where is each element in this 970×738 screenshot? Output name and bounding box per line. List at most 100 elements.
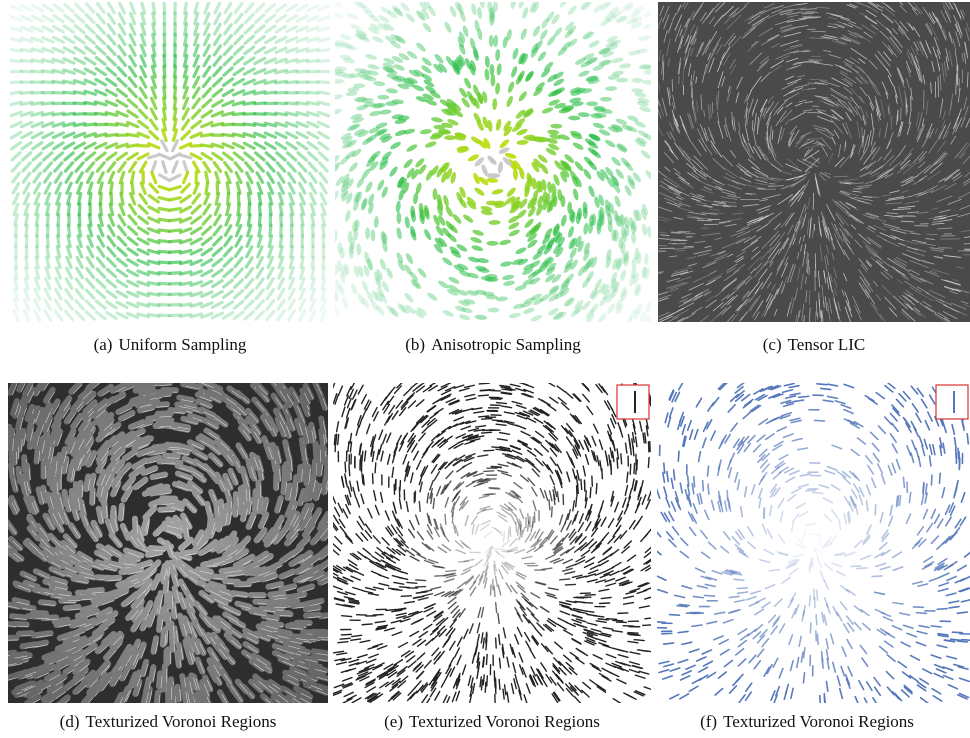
glyph — [139, 206, 147, 214]
glyph — [24, 194, 28, 204]
glyph — [203, 89, 210, 97]
glyph — [202, 281, 212, 286]
cell — [293, 605, 306, 607]
glyph — [441, 256, 453, 267]
glyph — [235, 4, 241, 13]
glyph — [276, 143, 285, 149]
glyph — [245, 36, 253, 43]
glyph — [170, 273, 181, 274]
glyph — [14, 194, 19, 204]
glyph — [12, 163, 19, 171]
glyph — [560, 214, 568, 227]
glyph — [641, 223, 648, 236]
glyph — [202, 238, 211, 245]
glyph — [130, 56, 136, 65]
cell — [151, 548, 164, 549]
cell — [179, 398, 192, 400]
streak — [807, 139, 821, 140]
glyph — [183, 120, 189, 129]
cell — [306, 615, 319, 616]
glyph — [552, 26, 563, 38]
glyph — [173, 141, 178, 151]
cell — [157, 693, 158, 703]
glyph — [216, 193, 218, 204]
glyph — [32, 133, 42, 138]
glyph — [77, 173, 83, 182]
glyph — [117, 153, 126, 159]
glyph — [138, 239, 148, 244]
glyph — [300, 300, 305, 310]
glyph — [14, 300, 18, 310]
glyph — [77, 257, 82, 267]
panel-lic — [658, 2, 970, 322]
glyph — [98, 4, 105, 13]
glyph — [344, 209, 352, 222]
glyph — [86, 312, 94, 319]
cell — [41, 602, 54, 603]
glyph — [67, 257, 71, 267]
glyph — [76, 163, 83, 171]
glyph — [191, 154, 201, 159]
glyph — [266, 143, 275, 149]
glyph — [335, 2, 343, 9]
cell — [275, 634, 288, 637]
glyph — [394, 129, 407, 137]
cell — [72, 491, 74, 504]
cell — [314, 461, 315, 474]
glyph — [288, 163, 295, 171]
glyph — [215, 3, 220, 13]
glyph — [235, 47, 243, 54]
glyph — [365, 53, 378, 61]
glyph — [32, 60, 43, 62]
glyph — [130, 205, 136, 214]
glyph — [310, 183, 315, 193]
cell — [13, 477, 16, 490]
glyph — [58, 236, 60, 247]
glyph — [339, 154, 351, 166]
glyph — [108, 237, 114, 246]
cell — [278, 467, 279, 480]
glyph — [194, 45, 198, 55]
glyph — [97, 258, 104, 267]
cell — [283, 479, 284, 492]
glyph — [128, 303, 138, 307]
glyph — [245, 301, 253, 309]
glyph — [53, 48, 63, 52]
glyph — [235, 36, 243, 44]
glyph — [308, 16, 318, 20]
glyph — [246, 279, 253, 287]
cell — [170, 594, 171, 607]
glyph — [224, 291, 233, 297]
glyph — [194, 77, 199, 87]
glyph — [496, 63, 502, 75]
cell — [39, 489, 42, 502]
glyph — [495, 49, 501, 61]
cell — [236, 494, 237, 507]
glyph — [385, 267, 395, 280]
cell — [8, 662, 15, 664]
glyph — [236, 173, 241, 183]
cell — [255, 602, 268, 603]
glyph — [279, 268, 283, 278]
glyph — [173, 162, 177, 172]
glyph — [87, 163, 94, 171]
glyph — [202, 153, 211, 159]
glyph — [583, 242, 591, 255]
glyph — [204, 67, 210, 76]
glyph — [604, 138, 617, 148]
glyph — [74, 133, 84, 137]
cell — [19, 633, 32, 634]
glyph — [257, 268, 263, 277]
glyph — [470, 3, 477, 16]
glyph — [289, 311, 295, 320]
glyph — [32, 27, 42, 31]
glyph — [99, 226, 103, 236]
cell — [21, 607, 34, 609]
glyph — [117, 112, 127, 116]
glyph — [86, 301, 94, 309]
glyph — [598, 128, 611, 137]
glyph — [225, 14, 231, 23]
glyph — [32, 123, 42, 127]
glyph — [86, 15, 94, 23]
glyph — [170, 262, 181, 263]
